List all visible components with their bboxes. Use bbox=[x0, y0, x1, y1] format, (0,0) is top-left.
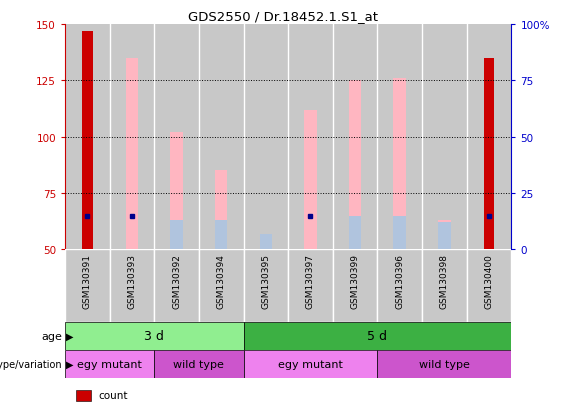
Bar bbox=[467, 250, 511, 322]
Bar bbox=[199, 25, 244, 250]
Text: GSM130400: GSM130400 bbox=[485, 254, 493, 308]
Text: GSM130399: GSM130399 bbox=[351, 254, 359, 309]
Bar bbox=[259, 234, 272, 250]
Bar bbox=[110, 250, 154, 322]
Bar bbox=[422, 250, 467, 322]
Bar bbox=[259, 234, 272, 250]
Bar bbox=[170, 221, 183, 250]
Bar bbox=[393, 216, 406, 250]
Text: ▶: ▶ bbox=[66, 331, 73, 341]
Bar bbox=[244, 25, 288, 250]
Text: 5 d: 5 d bbox=[367, 330, 388, 343]
Bar bbox=[304, 110, 317, 250]
Text: GSM130398: GSM130398 bbox=[440, 254, 449, 309]
Bar bbox=[244, 350, 377, 378]
Text: GSM130396: GSM130396 bbox=[396, 254, 404, 309]
Bar bbox=[244, 322, 511, 350]
Bar bbox=[349, 216, 362, 250]
Text: count: count bbox=[98, 390, 128, 400]
Text: GSM130391: GSM130391 bbox=[83, 254, 92, 309]
Bar bbox=[422, 25, 467, 250]
Text: wild type: wild type bbox=[419, 359, 470, 369]
Bar bbox=[377, 25, 422, 250]
Bar bbox=[110, 25, 154, 250]
Bar bbox=[125, 59, 138, 250]
Text: egy mutant: egy mutant bbox=[77, 359, 142, 369]
Bar bbox=[377, 250, 422, 322]
Bar bbox=[467, 25, 511, 250]
Bar bbox=[154, 25, 199, 250]
Text: GSM130394: GSM130394 bbox=[217, 254, 225, 308]
Bar bbox=[438, 223, 451, 250]
Bar bbox=[393, 79, 406, 250]
Text: GSM130397: GSM130397 bbox=[306, 254, 315, 309]
Bar bbox=[82, 31, 93, 250]
Bar bbox=[377, 350, 511, 378]
Bar bbox=[215, 171, 228, 250]
Text: ▶: ▶ bbox=[66, 359, 73, 369]
Bar bbox=[333, 250, 377, 322]
Bar bbox=[65, 322, 244, 350]
Bar bbox=[76, 390, 92, 401]
Bar bbox=[484, 59, 494, 250]
Bar bbox=[438, 221, 451, 250]
Text: GSM130393: GSM130393 bbox=[128, 254, 136, 309]
Bar bbox=[170, 133, 183, 250]
Bar bbox=[154, 350, 244, 378]
Bar bbox=[65, 250, 110, 322]
Text: genotype/variation: genotype/variation bbox=[0, 359, 62, 369]
Bar bbox=[349, 81, 362, 250]
Bar bbox=[288, 25, 333, 250]
Bar bbox=[154, 250, 199, 322]
Text: wild type: wild type bbox=[173, 359, 224, 369]
Text: GSM130392: GSM130392 bbox=[172, 254, 181, 308]
Bar bbox=[244, 250, 288, 322]
Text: GDS2550 / Dr.18452.1.S1_at: GDS2550 / Dr.18452.1.S1_at bbox=[188, 10, 377, 23]
Bar bbox=[215, 221, 228, 250]
Text: GSM130395: GSM130395 bbox=[262, 254, 270, 309]
Bar bbox=[288, 250, 333, 322]
Text: egy mutant: egy mutant bbox=[278, 359, 343, 369]
Bar bbox=[199, 250, 244, 322]
Bar bbox=[65, 350, 154, 378]
Bar bbox=[333, 25, 377, 250]
Bar bbox=[65, 25, 110, 250]
Text: 3 d: 3 d bbox=[144, 330, 164, 343]
Text: age: age bbox=[41, 331, 62, 341]
